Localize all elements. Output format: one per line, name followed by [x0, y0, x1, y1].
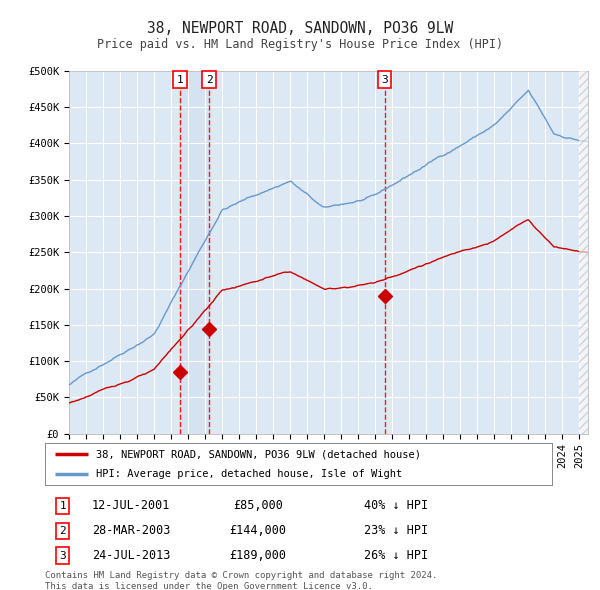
Text: 1: 1 — [177, 74, 184, 84]
Text: 24-JUL-2013: 24-JUL-2013 — [92, 549, 170, 562]
Text: 3: 3 — [59, 551, 66, 561]
Text: 28-MAR-2003: 28-MAR-2003 — [92, 525, 170, 537]
Text: 12-JUL-2001: 12-JUL-2001 — [92, 500, 170, 513]
Text: Contains HM Land Registry data © Crown copyright and database right 2024.
This d: Contains HM Land Registry data © Crown c… — [45, 571, 437, 590]
Text: 26% ↓ HPI: 26% ↓ HPI — [364, 549, 428, 562]
Text: 2: 2 — [59, 526, 66, 536]
Text: 38, NEWPORT ROAD, SANDOWN, PO36 9LW (detached house): 38, NEWPORT ROAD, SANDOWN, PO36 9LW (det… — [96, 450, 421, 460]
Text: 3: 3 — [381, 74, 388, 84]
Text: 38, NEWPORT ROAD, SANDOWN, PO36 9LW: 38, NEWPORT ROAD, SANDOWN, PO36 9LW — [147, 21, 453, 35]
Text: £85,000: £85,000 — [233, 500, 283, 513]
Text: £189,000: £189,000 — [229, 549, 286, 562]
Text: HPI: Average price, detached house, Isle of Wight: HPI: Average price, detached house, Isle… — [96, 469, 402, 479]
Text: 2: 2 — [206, 74, 212, 84]
Bar — [180, 71, 209, 434]
Text: 40% ↓ HPI: 40% ↓ HPI — [364, 500, 428, 513]
Text: Price paid vs. HM Land Registry's House Price Index (HPI): Price paid vs. HM Land Registry's House … — [97, 38, 503, 51]
Text: 1: 1 — [59, 501, 66, 511]
Text: 23% ↓ HPI: 23% ↓ HPI — [364, 525, 428, 537]
Text: £144,000: £144,000 — [229, 525, 286, 537]
